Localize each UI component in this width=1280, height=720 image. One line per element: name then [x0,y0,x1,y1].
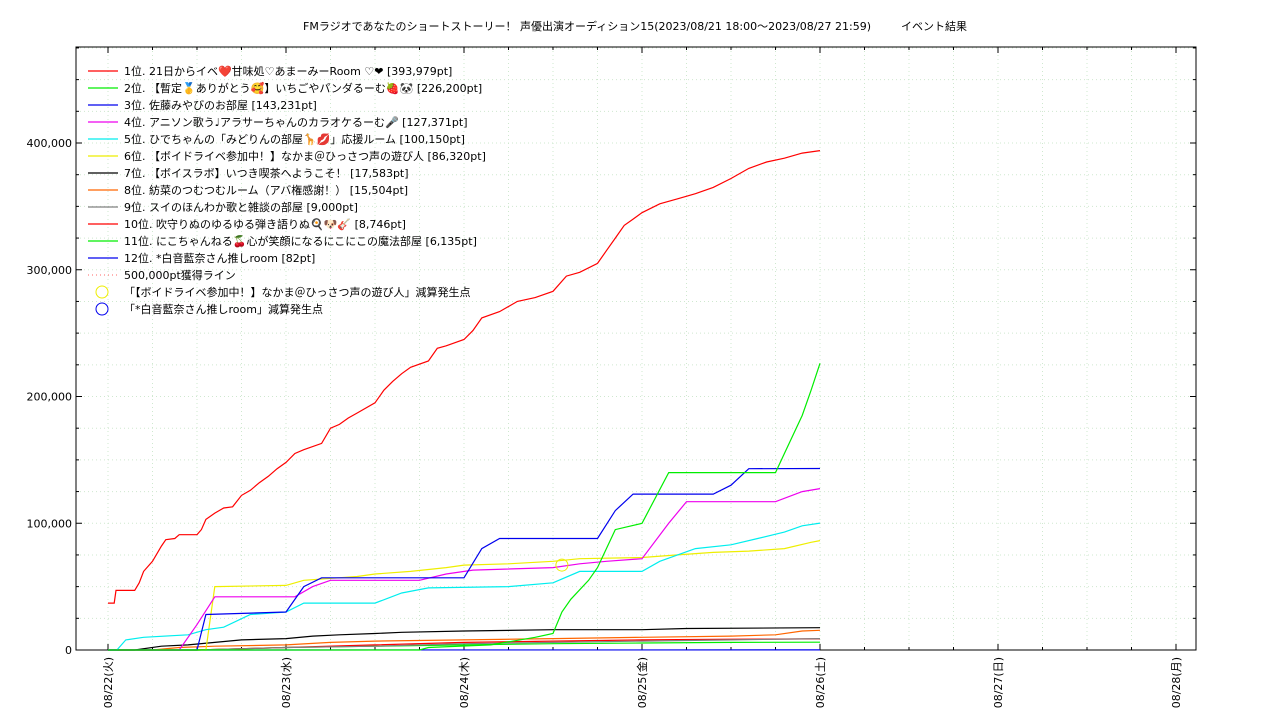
series-line [108,488,821,651]
y-tick-label: 200,000 [27,391,73,404]
y-tick-label: 300,000 [27,264,73,277]
x-tick-label: 08/22(火) [102,657,115,708]
legend-label: 7位. 【ボイスラボ】いつき喫茶へようこそ！ [17,583pt] [124,166,409,180]
markers [555,558,569,572]
legend-label: 1位. 21日からイベ❤️甘味処♡あまーみーRoom ♡❤ [393,979pt… [124,64,452,78]
x-axis: 08/22(火) 08/23(水) 08/24(木) 08/25(金) 08/26(土)… [102,47,1183,708]
x-tick-label: 08/28(月) [1170,657,1183,708]
legend-label: 12位. *白音藍奈さん推しroom [82pt] [124,251,315,265]
x-tick-label: 08/27(日) [992,657,1005,708]
legend-label: 3位. 佐藤みやびのお部屋 [143,231pt] [124,98,317,112]
series-line [108,150,821,604]
series-line [108,540,821,651]
legend-label: 「【ボイドライベ参加中！】なかま＠ひっさつ声の遊び人」減算発生点 [124,285,471,299]
decrement-marker [555,558,569,572]
legend-label: 10位. 吹守りぬのゆるゆる弾き語りぬ🍳🐶🎸 [8,746pt] [124,217,406,231]
legend-label: 「*白音藍奈さん推しroom」減算発生点 [124,302,323,316]
legend-marker [95,302,109,316]
legend-label: 4位. アニソン歌う♩アラサーちゃんのカラオケるーむ🎤 [127,371pt] [124,115,468,129]
y-tick-label: 100,000 [27,517,73,530]
x-tick-label: 08/24(木) [458,657,471,708]
series-line [108,629,821,651]
y-axis: 0 100,000 200,000 300,000 400,000 [27,47,1196,657]
legend-label: 6位. 【ボイドライベ参加中！】なかま＠ひっさつ声の遊び人 [86,320pt] [124,149,486,163]
legend-label: 8位. 紡菜のつむつむルーム（アバ権感謝！） [15,504pt] [124,183,408,197]
legend-label: 500,000pt獲得ライン [124,269,236,282]
series-line [108,638,821,651]
legend-label: 11位. にこちゃんねる🍒心が笑顔になるにこにこの魔法部屋 [6,135pt] [124,234,477,248]
y-tick-label: 400,000 [27,137,73,150]
legend-marker [95,285,109,299]
legend-label: 5位. ひでちゃんの「みどりんの部屋🦒💋」応援ルーム [100,150pt] [124,132,465,146]
series-line [108,363,821,651]
legend-label: 2位. 【暫定🥇ありがとう🥰】いちごやパンダるーむ🍓🐼 [226,200pt] [124,81,482,95]
series-line [108,467,821,651]
legend: 1位. 21日からイベ❤️甘味処♡あまーみーRoom ♡❤ [393,979pt… [88,64,486,316]
x-tick-label: 08/23(水) [280,657,293,708]
legend-label: 9位. スイのほんわか歌と雑談の部屋 [9,000pt] [124,200,358,214]
grid [76,47,1196,651]
x-tick-label: 08/25(金) [635,657,649,708]
series-lines [107,150,821,651]
series-line [108,627,821,651]
y-tick-label: 0 [65,644,72,657]
chart-title: FMラジオであなたのショートストーリー！ 声優出演オーディション15(2023/… [303,19,967,33]
x-tick-label: 08/26(土) [814,657,827,708]
